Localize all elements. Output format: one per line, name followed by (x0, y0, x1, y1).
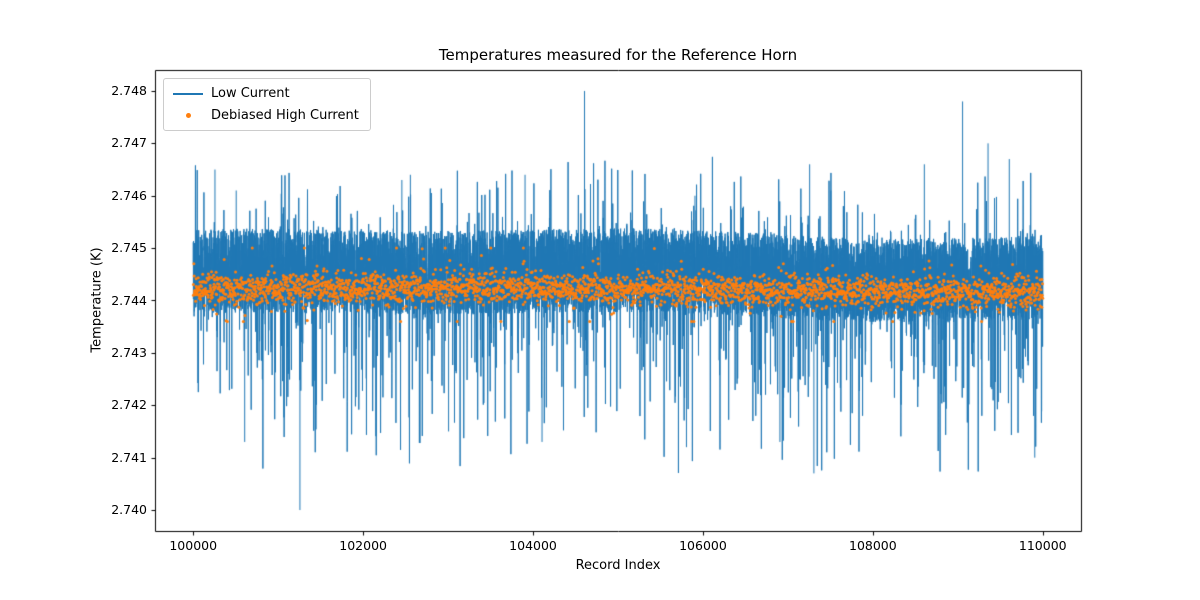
low-current-line-swatch (173, 92, 203, 95)
legend-swatch-container (173, 88, 203, 100)
x-tick-label: 104000 (509, 538, 557, 553)
legend-item-low-current: Low Current (173, 86, 359, 101)
legend-item-debiased-high-current: Debiased High Current (173, 108, 359, 123)
y-tick-label: 2.742 (111, 397, 147, 413)
x-axis-label: Record Index (575, 558, 661, 573)
x-tick-label: 106000 (679, 538, 727, 553)
x-tick-label: 110000 (1018, 538, 1067, 553)
y-tick-label: 2.741 (111, 449, 147, 465)
y-tick-label: 2.748 (111, 82, 147, 98)
y-tick-label: 2.744 (111, 292, 147, 308)
x-tick-label: 100000 (169, 538, 218, 553)
legend-swatch-container (173, 110, 203, 122)
debiased-high-current-dot-swatch (185, 113, 191, 118)
legend-label-low-current: Low Current (211, 86, 290, 101)
legend-label-debiased-high-current: Debiased High Current (211, 108, 359, 123)
x-tick-label: 108000 (849, 538, 897, 553)
y-tick-label: 2.745 (111, 240, 147, 256)
y-tick-label: 2.743 (111, 344, 147, 360)
legend: Low Current Debiased High Current (163, 78, 371, 131)
y-tick-label: 2.740 (111, 502, 147, 518)
chart-title: Temperatures measured for the Reference … (438, 46, 798, 64)
y-tick-label: 2.747 (111, 135, 147, 151)
y-tick-label: 2.746 (111, 187, 147, 203)
x-tick-label: 102000 (339, 538, 387, 553)
